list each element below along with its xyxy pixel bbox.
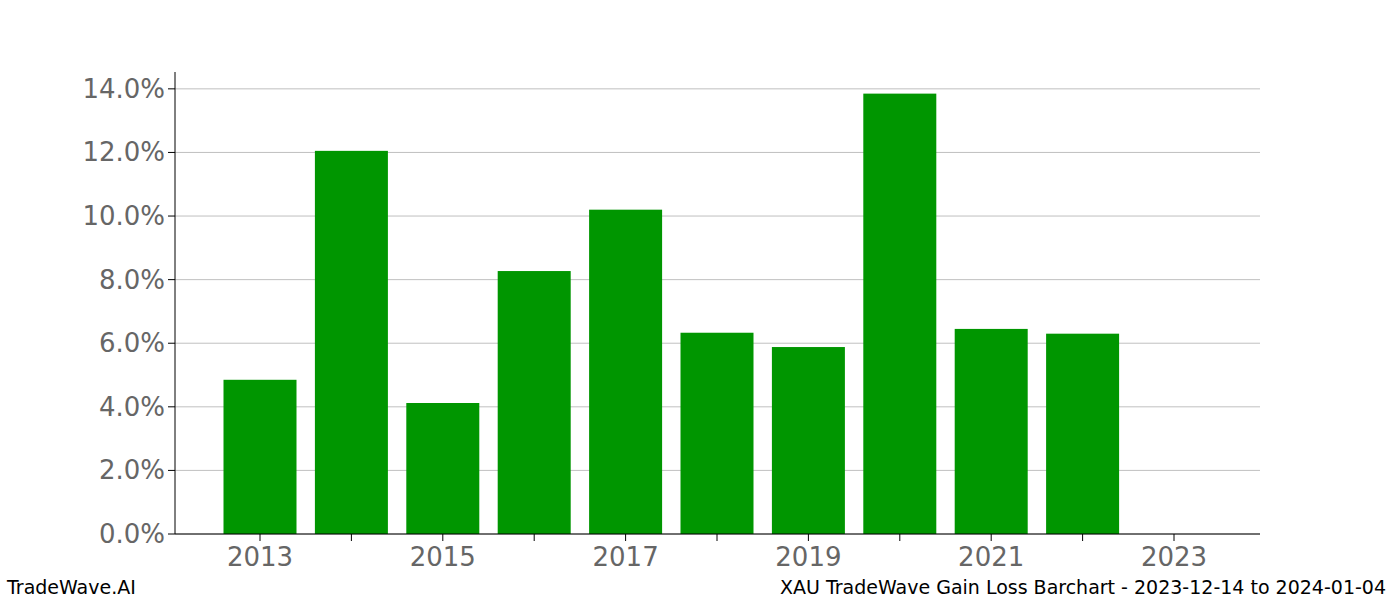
title: XAU TradeWave Gain Loss Barchart - 2023-… — [780, 576, 1386, 598]
x-tick — [1174, 534, 1175, 541]
x-tick — [442, 534, 443, 541]
y-tick — [168, 279, 175, 280]
x-tick — [1082, 534, 1083, 541]
y-tick — [168, 88, 175, 89]
grid-line — [175, 534, 1260, 535]
y-tick — [168, 216, 175, 217]
x-tick — [625, 534, 626, 541]
source: TradeWave.AI — [6, 576, 136, 598]
x-axis — [175, 534, 1260, 535]
bars — [224, 94, 1120, 534]
x-tick — [260, 534, 261, 541]
bar — [589, 210, 662, 534]
x-tick — [717, 534, 718, 541]
x-tick-label: 2015 — [410, 542, 476, 572]
grid-line — [175, 88, 1260, 89]
y-tick — [168, 470, 175, 471]
bar — [315, 151, 388, 534]
y-tick-label: 8.0% — [99, 265, 165, 295]
y-tick-label: 0.0% — [99, 519, 165, 549]
y-tick-label: 10.0% — [82, 201, 165, 231]
chart: 0.0% 2.0% 4.0% 6.0% 8.0% 10.0% 12.0% 14.0% 2013 2… — [0, 0, 1400, 600]
y-tick — [168, 152, 175, 153]
y-axis — [175, 72, 176, 534]
bar — [772, 347, 845, 534]
y-tick — [168, 534, 175, 535]
bar — [955, 329, 1028, 534]
x-tick — [351, 534, 352, 541]
bar — [1046, 334, 1119, 534]
y-tick-label: 14.0% — [82, 74, 165, 104]
x-tick-label: 2013 — [227, 542, 293, 572]
x-tick-label: 2019 — [775, 542, 841, 572]
y-tick — [168, 406, 175, 407]
x-tick-label: 2021 — [958, 542, 1024, 572]
bar — [224, 380, 297, 534]
bar — [406, 403, 479, 534]
bar — [681, 333, 754, 534]
y-tick-label: 2.0% — [99, 455, 165, 485]
x-tick — [534, 534, 535, 541]
x-tick-label: 2017 — [593, 542, 659, 572]
x-tick — [991, 534, 992, 541]
x-tick — [808, 534, 809, 541]
bar — [863, 94, 936, 534]
bar — [498, 271, 571, 534]
y-tick-label: 12.0% — [82, 137, 165, 167]
y-tick — [168, 343, 175, 344]
x-tick-label: 2023 — [1141, 542, 1207, 572]
y-tick-label: 4.0% — [99, 392, 165, 422]
y-tick-label: 6.0% — [99, 328, 165, 358]
x-tick — [899, 534, 900, 541]
